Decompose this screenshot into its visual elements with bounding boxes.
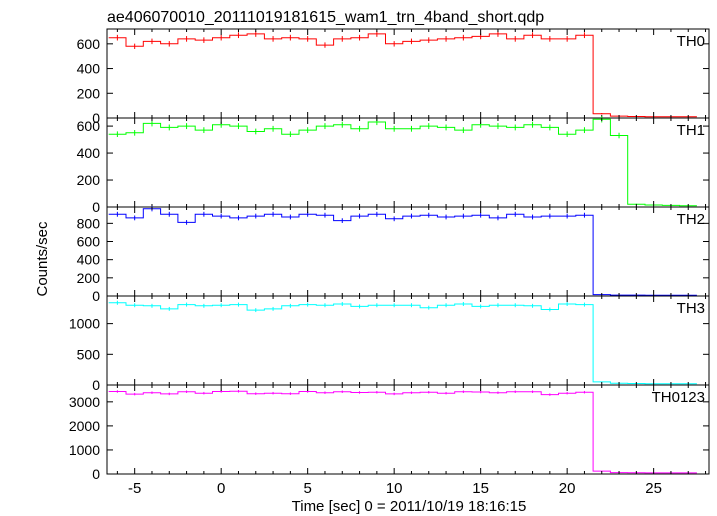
series-line-th0 [108, 33, 697, 118]
y-axis-label: Counts/sec [34, 221, 51, 297]
x-tick-label: -5 [128, 480, 141, 497]
panel-frame [106, 117, 710, 208]
panel-frame [106, 206, 710, 297]
y-tick-label: 400 [77, 145, 101, 161]
series-line-th3 [108, 302, 697, 385]
y-tick-label: 0 [92, 199, 100, 215]
y-tick-label: 0 [92, 110, 100, 126]
panel-th0: 0 200 400 600 TH0 [77, 28, 710, 126]
panel-th0123: 0 1000 2000 3000 TH0123 [69, 384, 710, 482]
y-tick-label: 0 [92, 466, 100, 482]
y-tick-label: 600 [77, 234, 101, 250]
y-tick-label: 400 [77, 61, 101, 77]
panel-th2: 0 200 400 600 800 TH2 [77, 206, 710, 304]
panel-th3: 0 500 1000 TH3 [69, 295, 710, 393]
x-tick-label: 20 [559, 480, 576, 497]
y-tick-label: 600 [77, 118, 101, 134]
y-tick-label: 0 [92, 377, 100, 393]
y-tick-label: 600 [77, 36, 101, 52]
y-tick-label: 500 [77, 346, 101, 362]
x-tick-label: 15 [472, 480, 489, 497]
y-tick-label: 3000 [69, 394, 100, 410]
x-axis-label: Time [sec] 0 = 2011/10/19 18:16:15 [292, 498, 527, 515]
series-line-th0123 [108, 390, 697, 474]
y-tick-label: 400 [77, 252, 101, 268]
panel-frame [106, 295, 710, 386]
x-tick-label: 25 [645, 480, 662, 497]
y-tick-label: 1000 [69, 442, 100, 458]
x-tick-label: 10 [386, 480, 403, 497]
chart-title: ae406070010_20111019181615_wam1_trn_4ban… [107, 9, 544, 26]
series-line-th1 [108, 118, 697, 207]
y-tick-label: 200 [77, 85, 101, 101]
panel-label: TH3 [677, 300, 705, 317]
panel-th1: 0 200 400 600 TH1 [77, 116, 710, 215]
x-tick-label: 0 [217, 480, 225, 497]
y-tick-label: 200 [77, 172, 101, 188]
panel-label: TH1 [677, 122, 705, 139]
series-line-th2 [108, 208, 697, 296]
panel-label: TH0123 [652, 389, 705, 406]
y-tick-label: 0 [92, 288, 100, 304]
y-tick-label: 1000 [69, 316, 100, 332]
x-tick-label: 5 [303, 480, 311, 497]
panel-frame [106, 28, 710, 119]
y-tick-label: 800 [77, 215, 101, 231]
panel-frame [106, 384, 710, 475]
y-tick-label: 2000 [69, 418, 100, 434]
y-tick-label: 200 [77, 270, 101, 286]
panel-label: TH0 [677, 33, 705, 50]
panel-label: TH2 [677, 211, 705, 228]
